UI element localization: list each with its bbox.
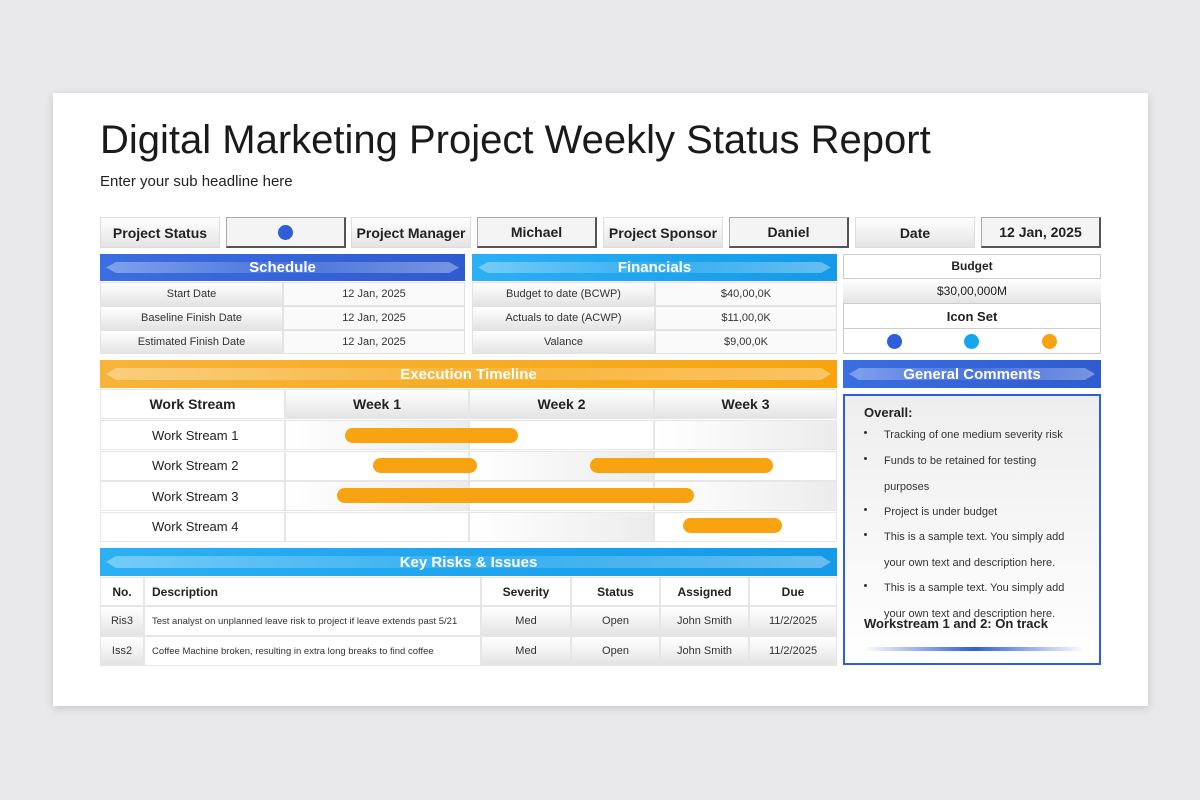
bullet-text: This is a sample text. You simply add yo… [884,582,1065,620]
timeline-column: Week 3 [654,389,837,419]
bullet-text: This is a sample text. You simply add yo… [884,531,1065,569]
schedule-header [100,254,465,281]
icon [1042,334,1057,349]
header-arrow [106,262,459,273]
row-label: Actuals to date (ACWP) [472,306,655,330]
timeline-cell [285,511,469,542]
status-value: Michael [477,217,597,248]
row-value: $40,00,0K [655,282,837,306]
title: Digital Marketing Project Weekly Status … [100,118,931,162]
risk-column: Assigned [660,577,749,606]
financials-header [472,254,837,281]
comments-footer: Workstream 1 and 2: On track [864,616,1048,631]
row-value: $11,00,0K [655,306,837,330]
row-value: 12 Jan, 2025 [283,330,465,354]
header-arrow [106,368,831,380]
gantt-bar [373,458,477,473]
gantt-bar [337,488,694,503]
risks-header [100,548,837,576]
status-dot [278,225,293,240]
risk-cell: John Smith [660,636,749,666]
gantt-bar [683,518,782,533]
row-label: Baseline Finish Date [100,306,283,330]
risk-cell: Coffee Machine broken, resulting in extr… [144,636,481,666]
icon [964,334,979,349]
comments-heading: Overall: [864,405,913,420]
gantt-bar [345,428,518,443]
bullet-dot [864,584,867,587]
icon [887,334,902,349]
risk-cell: Open [571,606,660,636]
timeline-cell [654,420,837,450]
timeline-header [100,360,837,388]
status-label: Project Status [100,217,220,248]
row-value: 12 Jan, 2025 [283,306,465,330]
risk-cell: Ris3 [100,606,144,636]
workstream: Work Stream 1 [100,420,285,450]
budget-title: Budget [843,254,1101,279]
risk-cell: Iss2 [100,636,144,666]
status-label: Project Sponsor [603,217,723,248]
row-label: Budget to date (BCWP) [472,282,655,306]
risks-header-label: Key Risks & Issues [399,553,538,571]
status-label: Project Manager [351,217,471,248]
comments-line [864,647,1084,651]
risk-cell: 11/2/2025 [749,606,837,636]
status-value: 12 Jan, 2025 [981,217,1101,248]
row-value: 12 Jan, 2025 [283,282,465,306]
budget-value: $30,00,000M [843,279,1101,304]
workstream: Work Stream 4 [100,511,285,542]
timeline-column: Week 1 [285,389,469,419]
comments-header [843,360,1101,388]
risk-cell: John Smith [660,606,749,636]
risk-cell: Open [571,636,660,666]
bullet-text: Funds to be retained for testing purpose… [884,455,1037,493]
bullet-dot [864,508,867,511]
row-label: Valance [472,330,655,354]
timeline-cell [469,511,654,542]
bullet-text: Tracking of one medium severity risk [884,429,1063,441]
risk-column: Description [144,577,481,606]
status-label: Date [855,217,975,248]
risk-cell: 11/2/2025 [749,636,837,666]
row-label: Estimated Finish Date [100,330,283,354]
comments-header-label: General Comments [903,365,1041,383]
icon-set-title: Icon Set [843,304,1101,329]
row-value: $9,00,0K [655,330,837,354]
financials-header-label: Financials [617,259,692,276]
risk-column: Severity [481,577,571,606]
bullet-dot [864,457,867,460]
risk-cell: Med [481,606,571,636]
bullet-text: Project is under budget [884,506,998,518]
header-arrow [849,368,1095,380]
timeline-column: Week 2 [469,389,654,419]
header-arrow [106,556,831,568]
timeline-cell [469,420,654,450]
gantt-bar [590,458,773,473]
row-label: Start Date [100,282,283,306]
risk-cell: Med [481,636,571,666]
risk-column: Due [749,577,837,606]
bullet-dot [864,431,867,434]
status-value: Daniel [729,217,849,248]
timeline-header-label: Execution Timeline [400,365,537,383]
workstream: Work Stream 2 [100,450,285,481]
risk-column: Status [571,577,660,606]
subtitle: Enter your sub headline here [100,173,293,190]
risk-cell: Test analyst on unplanned leave risk to … [144,606,481,636]
schedule-header-label: Schedule [249,259,316,276]
timeline-column: Work Stream [100,389,285,419]
risk-column: No. [100,577,144,606]
header-arrow [478,262,831,273]
workstream: Work Stream 3 [100,481,285,511]
bullet-dot [864,533,867,536]
comments-box [843,394,1101,665]
